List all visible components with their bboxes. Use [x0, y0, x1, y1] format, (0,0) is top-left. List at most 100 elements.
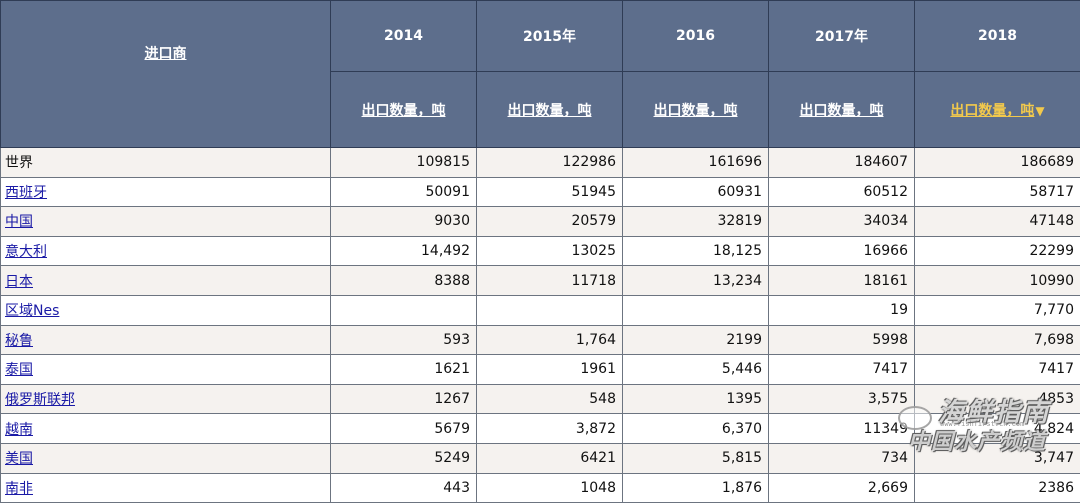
importer-link[interactable]: 越南	[5, 422, 33, 438]
quantity-cell: 9030	[331, 207, 477, 237]
importer-link[interactable]: 泰国	[5, 362, 33, 378]
importer-cell[interactable]: 秘鲁	[1, 325, 331, 355]
importer-cell[interactable]: 美国	[1, 443, 331, 473]
quantity-cell: 1,876	[623, 473, 769, 503]
unit-header-2018-sorted[interactable]: 出口数量，吨▼	[915, 72, 1080, 148]
quantity-cell: 122986	[477, 148, 623, 178]
quantity-cell: 50091	[331, 177, 477, 207]
unit-header-2015[interactable]: 出口数量，吨	[477, 72, 623, 148]
quantity-cell: 22299	[915, 236, 1080, 266]
quantity-cell: 18161	[769, 266, 915, 296]
importer-link[interactable]: 西班牙	[5, 185, 47, 201]
quantity-cell: 593	[331, 325, 477, 355]
quantity-cell: 11718	[477, 266, 623, 296]
quantity-cell: 34034	[769, 207, 915, 237]
importer-cell: 世界	[1, 148, 331, 178]
quantity-cell: 1048	[477, 473, 623, 503]
unit-sort-link[interactable]: 出口数量，吨	[800, 103, 884, 119]
unit-header-2017[interactable]: 出口数量，吨	[769, 72, 915, 148]
importer-link[interactable]: 意大利	[5, 244, 47, 260]
quantity-cell: 47148	[915, 207, 1080, 237]
quantity-cell: 161696	[623, 148, 769, 178]
header-row-years: 进口商 2014 2015年 2016 2017年 2018	[1, 1, 1080, 72]
unit-sort-link-active[interactable]: 出口数量，吨	[950, 103, 1034, 119]
quantity-cell: 7,698	[915, 325, 1080, 355]
year-header-2017: 2017年	[769, 1, 915, 72]
importer-cell[interactable]: 日本	[1, 266, 331, 296]
quantity-cell: 3,872	[477, 414, 623, 444]
quantity-cell: 1621	[331, 355, 477, 385]
importer-cell[interactable]: 中国	[1, 207, 331, 237]
quantity-cell: 5998	[769, 325, 915, 355]
quantity-cell: 7417	[769, 355, 915, 385]
unit-header-2014[interactable]: 出口数量，吨	[331, 72, 477, 148]
quantity-cell: 1395	[623, 384, 769, 414]
quantity-cell: 8388	[331, 266, 477, 296]
year-header-2016: 2016	[623, 1, 769, 72]
importer-link[interactable]: 中国	[5, 214, 33, 230]
quantity-cell: 3,575	[769, 384, 915, 414]
quantity-cell	[623, 295, 769, 325]
importer-link[interactable]: 日本	[5, 274, 33, 290]
importer-cell[interactable]: 区域Nes	[1, 295, 331, 325]
quantity-cell: 186689	[915, 148, 1080, 178]
year-header-2014: 2014	[331, 1, 477, 72]
importer-sort-link[interactable]: 进口商	[145, 46, 187, 62]
quantity-cell: 32819	[623, 207, 769, 237]
unit-sort-link[interactable]: 出口数量，吨	[654, 103, 738, 119]
quantity-cell: 60512	[769, 177, 915, 207]
sort-descending-icon[interactable]: ▼	[1035, 104, 1044, 118]
quantity-cell: 5249	[331, 443, 477, 473]
quantity-cell	[331, 295, 477, 325]
quantity-cell: 1,764	[477, 325, 623, 355]
importer-link[interactable]: 南非	[5, 481, 33, 497]
importer-link[interactable]: 美国	[5, 451, 33, 467]
quantity-cell: 10990	[915, 266, 1080, 296]
quantity-cell: 1961	[477, 355, 623, 385]
unit-sort-link[interactable]: 出口数量，吨	[508, 103, 592, 119]
quantity-cell: 6,370	[623, 414, 769, 444]
quantity-cell: 13,234	[623, 266, 769, 296]
importer-link[interactable]: 俄罗斯联邦	[5, 392, 75, 408]
importer-link[interactable]: 区域Nes	[5, 303, 59, 319]
quantity-cell: 2,669	[769, 473, 915, 503]
year-header-2015: 2015年	[477, 1, 623, 72]
quantity-cell: 14,492	[331, 236, 477, 266]
quantity-cell: 734	[769, 443, 915, 473]
importer-cell[interactable]: 西班牙	[1, 177, 331, 207]
importer-cell[interactable]: 泰国	[1, 355, 331, 385]
unit-header-2016[interactable]: 出口数量，吨	[623, 72, 769, 148]
quantity-cell: 16966	[769, 236, 915, 266]
quantity-cell: 13025	[477, 236, 623, 266]
importer-cell[interactable]: 越南	[1, 414, 331, 444]
quantity-cell: 4,824	[915, 414, 1080, 444]
unit-sort-link[interactable]: 出口数量，吨	[362, 103, 446, 119]
quantity-cell: 1267	[331, 384, 477, 414]
quantity-cell: 20579	[477, 207, 623, 237]
quantity-cell: 548	[477, 384, 623, 414]
quantity-cell: 443	[331, 473, 477, 503]
importer-cell[interactable]: 俄罗斯联邦	[1, 384, 331, 414]
importer-column-header[interactable]: 进口商	[1, 1, 331, 148]
quantity-cell: 7,770	[915, 295, 1080, 325]
importer-cell[interactable]: 南非	[1, 473, 331, 503]
table-header: 进口商 2014 2015年 2016 2017年 2018 出口数量，吨 出口…	[1, 1, 1080, 148]
quantity-cell: 184607	[769, 148, 915, 178]
quantity-cell	[477, 295, 623, 325]
importer-link[interactable]: 秘鲁	[5, 333, 33, 349]
quantity-cell: 5679	[331, 414, 477, 444]
quantity-cell: 18,125	[623, 236, 769, 266]
quantity-cell: 109815	[331, 148, 477, 178]
importer-cell[interactable]: 意大利	[1, 236, 331, 266]
